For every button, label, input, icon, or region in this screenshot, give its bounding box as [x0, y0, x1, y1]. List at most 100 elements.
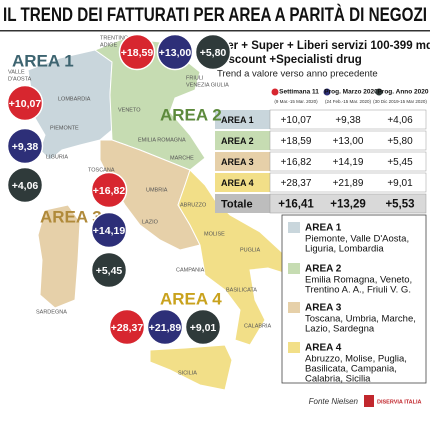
region-label: LAZIO [142, 219, 159, 225]
region-label: VALLE [8, 69, 25, 75]
value-circle [194, 33, 232, 71]
region-label: PIEMONTE [50, 125, 79, 131]
region-label: TOSCANA [88, 167, 115, 173]
table-value: +28,37 [281, 178, 312, 189]
logo: DISERVIA ITALIA [377, 399, 422, 405]
area-label: AREA 1 [12, 51, 74, 70]
region-label: ABRUZZO [180, 202, 207, 208]
circle-value: +9,38 [12, 141, 39, 153]
region-label: VENETO [118, 107, 141, 113]
value-circle [184, 308, 222, 346]
sardegna-shape [37, 204, 81, 309]
column-title: Settimana 11 [279, 89, 319, 96]
note: Trend a valore verso anno precedente [217, 69, 378, 80]
value-circle [6, 166, 44, 204]
row-label-cell [215, 194, 270, 213]
circle-value: +28,37 [111, 322, 144, 334]
legend-text: Basilicata, Campania, [305, 364, 397, 375]
row-values-cell [269, 130, 427, 151]
column-period: (9 Mar.-15 Mar. 2020) [274, 99, 318, 104]
legend-title: AREA 2 [305, 264, 342, 275]
table-value: +14,19 [333, 157, 364, 168]
row-label-cell [215, 110, 270, 129]
logo-mark [364, 395, 374, 407]
value-circle [108, 308, 146, 346]
legend-box [281, 214, 427, 384]
row-label-cell [215, 173, 270, 192]
table-value: +16,82 [281, 157, 312, 168]
circle-value: +18,59 [121, 47, 154, 59]
region-label: SARDEGNA [36, 309, 67, 315]
table-value: +21,89 [333, 178, 364, 189]
column-dot [323, 88, 331, 96]
circle-value: +4,06 [12, 180, 39, 192]
row-label: AREA 3 [221, 157, 254, 167]
column-title: Prog. Marzo 2020 [324, 89, 378, 96]
region-label: EMILIA ROMAGNA [138, 137, 186, 143]
row-label: Totale [221, 198, 253, 210]
legend-text: Liguria, Lombardia [305, 244, 384, 255]
column-period: (24 Feb.-15 Mar. 2020) [325, 99, 372, 104]
value-circle [118, 33, 156, 71]
legend-title: AREA 1 [305, 223, 342, 234]
content: IL TREND DEI FATTURATI PER AREA A PARITÀ… [0, 4, 430, 407]
legend-swatch [288, 263, 300, 274]
title-rule [0, 30, 430, 32]
table-value: +13,29 [330, 199, 366, 211]
region-label: CAMPANIA [176, 267, 205, 273]
legend-text: Toscana, Umbria, Marche, [305, 314, 416, 325]
circle-value: +21,89 [149, 322, 182, 334]
row-label-cell [215, 131, 270, 150]
area-label: AREA 3 [40, 207, 102, 226]
sicilia-shape [149, 344, 233, 391]
value-circle [156, 33, 194, 71]
value-circle [90, 171, 128, 209]
value-circle [6, 127, 44, 165]
subtitle: Discount +Specialisti drug [217, 54, 362, 66]
column-period: (30 Dic 2019-15 Mar 2020) [373, 99, 427, 104]
value-circle [90, 251, 128, 289]
area-label: AREA 4 [160, 289, 222, 308]
row-label: AREA 1 [221, 115, 254, 125]
legend-swatch [288, 302, 300, 313]
row-values-cell [269, 193, 427, 214]
circle-value: +10,07 [9, 98, 42, 110]
region-label: LIGURIA [46, 154, 68, 160]
row-label: AREA 4 [221, 178, 254, 188]
table-value: +5,80 [387, 136, 413, 147]
row-values-cell [269, 151, 427, 172]
row-label-cell [215, 152, 270, 171]
value-circle [90, 211, 128, 249]
column-dot [271, 88, 279, 96]
region-label: D'AOSTA [8, 76, 32, 82]
legend-text: Trentino A. A., Friuli V. G. [305, 285, 411, 296]
area-label: AREA 2 [160, 105, 222, 124]
region-label: UMBRIA [146, 187, 168, 193]
row-label: AREA 2 [221, 136, 254, 146]
legend-text: Lazio, Sardegna [305, 324, 375, 335]
table-value: +9,38 [335, 115, 361, 126]
legend-swatch [288, 342, 300, 353]
region-label: MOLISE [204, 231, 225, 237]
region-label: VENEZIA GIULIA [186, 82, 229, 88]
region-label: ADIGE [100, 42, 117, 48]
table-value: +18,59 [281, 136, 312, 147]
legend-text: Emilia Romagna, Veneto, [305, 275, 412, 286]
circle-value: +5,80 [200, 47, 227, 59]
column-title: Prog. Anno 2020 [377, 89, 428, 96]
table-value: +5,45 [387, 157, 413, 168]
region-label: MARCHE [170, 155, 194, 161]
region-label: CALABRIA [244, 323, 272, 329]
circle-value: +14,19 [93, 225, 126, 237]
subtitle: Iper + Super + Liberi servizi 100-399 mq… [217, 40, 430, 52]
legend-text: Calabria, Sicilia [305, 374, 371, 385]
area-4-shape [177, 169, 291, 346]
table-value: +16,41 [278, 199, 314, 211]
legend-text: Piemonte, Valle D'Aosta, [305, 234, 409, 245]
legend-title: AREA 3 [305, 303, 342, 314]
region-label: TRENTINO ALTO [100, 35, 144, 41]
region-label: PUGLIA [240, 247, 261, 253]
table-value: +4,06 [387, 115, 413, 126]
table-value: +5,53 [385, 199, 414, 211]
